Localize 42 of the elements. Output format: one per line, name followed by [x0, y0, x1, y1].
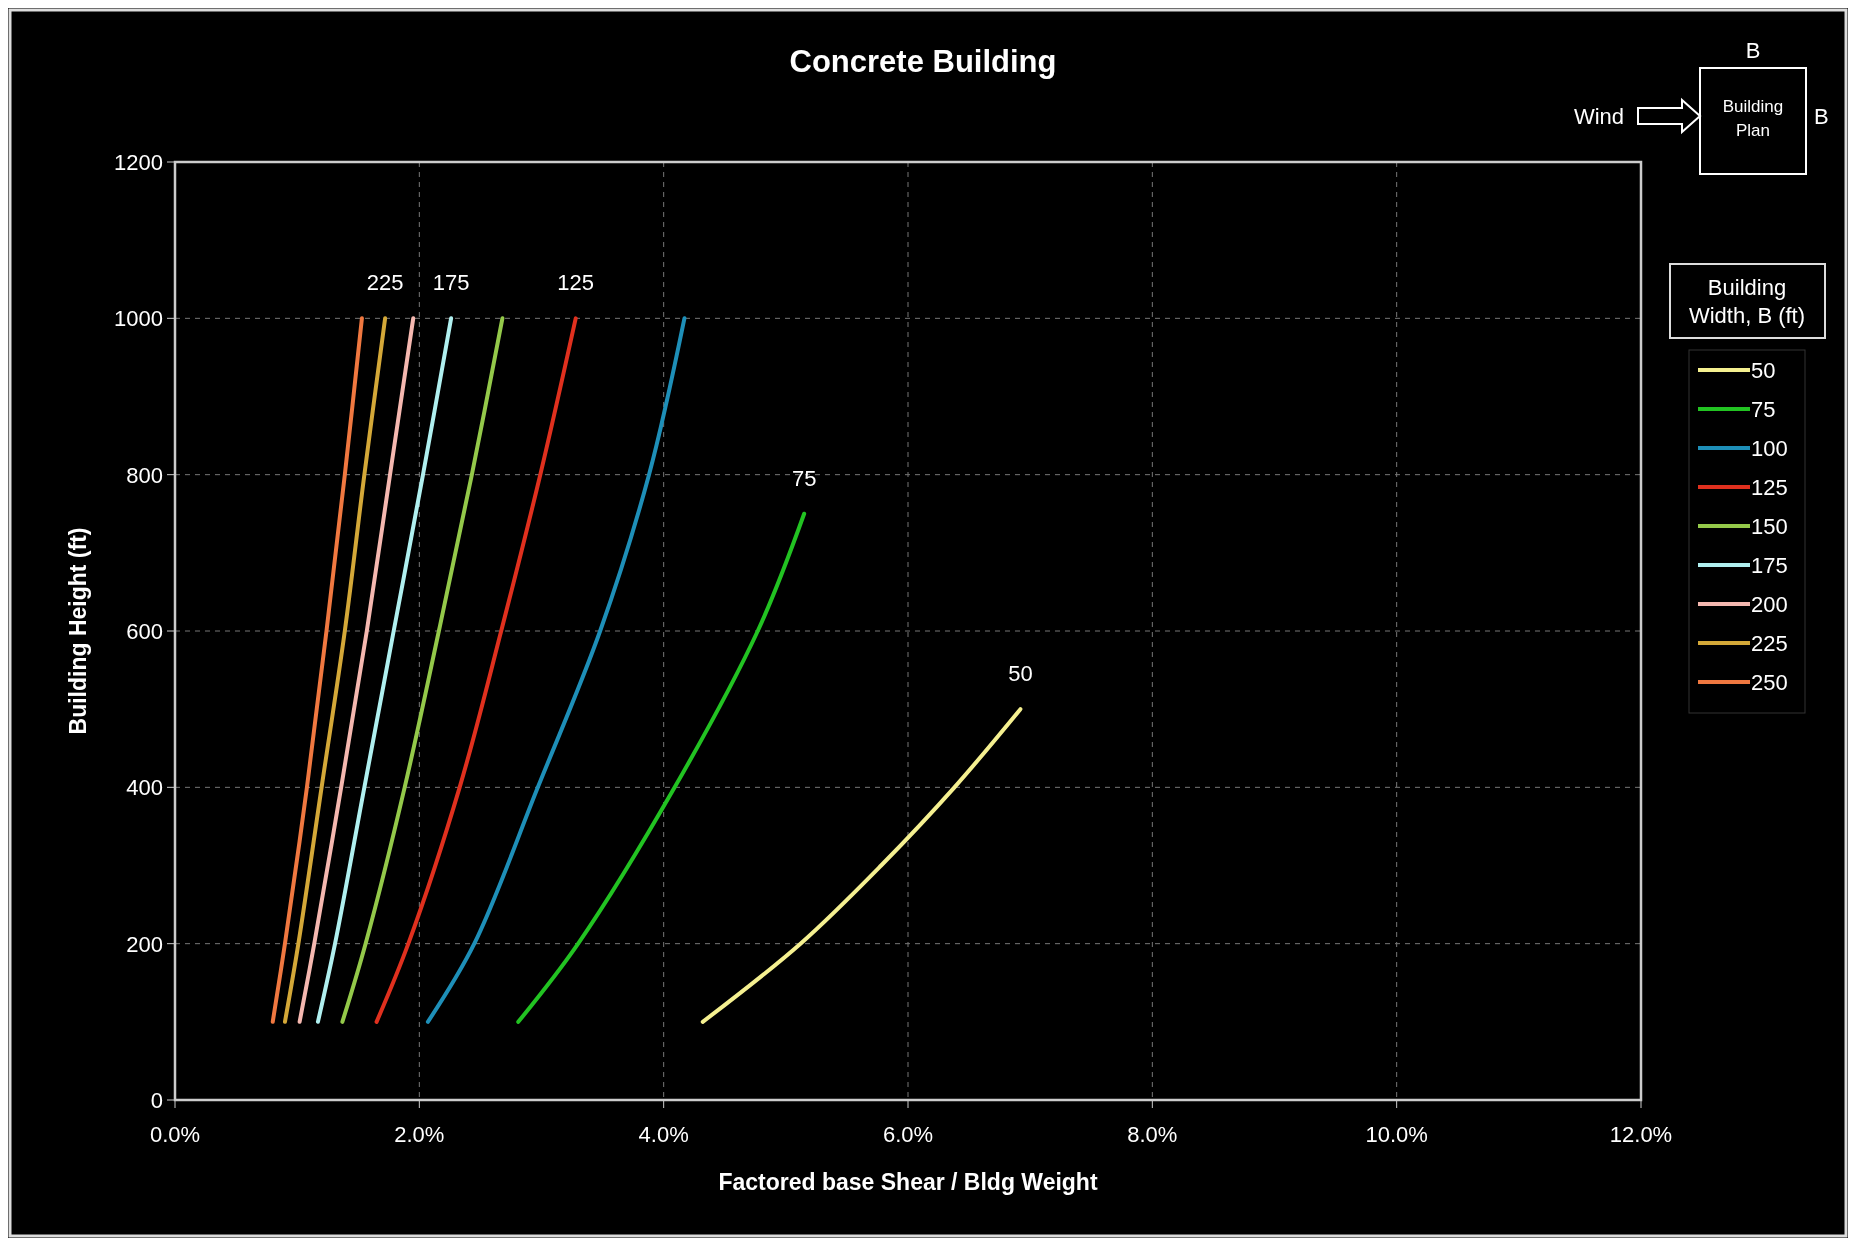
annotation: 175 [432, 270, 470, 296]
y-tick-label: 200 [126, 931, 163, 957]
annotation: 50 [1008, 661, 1033, 687]
legend-label: 225 [1751, 631, 1788, 656]
x-tick-label: 2.0% [394, 1122, 445, 1147]
annotation: 125 [557, 270, 595, 296]
y-tick-label: 1000 [114, 306, 163, 332]
line-series [315, 316, 454, 1024]
y-tick-label: 600 [126, 619, 163, 644]
y-tick-label: 0 [150, 1088, 163, 1113]
x-axis-title: Factored base Shear / Bldg Weight [718, 1169, 1098, 1195]
building-plan-diagram: B Wind Building Plan B [1573, 38, 1829, 175]
line-series [340, 316, 505, 1024]
annotation: 75 [791, 465, 817, 491]
line-series [297, 316, 416, 1024]
y-tick-label: 400 [126, 775, 163, 801]
annotation: 225 [366, 270, 404, 296]
legend-label: 100 [1751, 436, 1788, 461]
legend-label: 250 [1751, 670, 1788, 695]
x-tick-label: 12.0% [1609, 1122, 1673, 1147]
legend-title: Building Width, B (ft) [1688, 275, 1806, 328]
y-tick-label: 800 [126, 462, 163, 488]
line-series [374, 316, 578, 1024]
legend-label: 175 [1751, 553, 1788, 578]
x-tick-label: 0.0% [149, 1122, 201, 1147]
legend-label: 125 [1751, 475, 1788, 500]
legend-label: 50 [1751, 358, 1776, 383]
line-series [516, 511, 807, 1024]
x-tick-label: 8.0% [1127, 1122, 1178, 1147]
legend-label: 75 [1751, 397, 1776, 422]
line-series [270, 316, 364, 1024]
y-axis-title: Building Height (ft) [65, 527, 91, 735]
line-series [282, 316, 388, 1024]
y-tick-label: 1200 [114, 150, 163, 175]
line-series [425, 316, 687, 1024]
line-series [700, 707, 1023, 1024]
x-tick-label: 10.0% [1365, 1122, 1428, 1147]
x-tick-label: 4.0% [638, 1122, 689, 1147]
legend-label: 200 [1751, 592, 1788, 617]
legend-label: 150 [1751, 514, 1788, 539]
chart-title: Concrete Building [789, 44, 1057, 79]
x-tick-label: 6.0% [882, 1122, 934, 1147]
